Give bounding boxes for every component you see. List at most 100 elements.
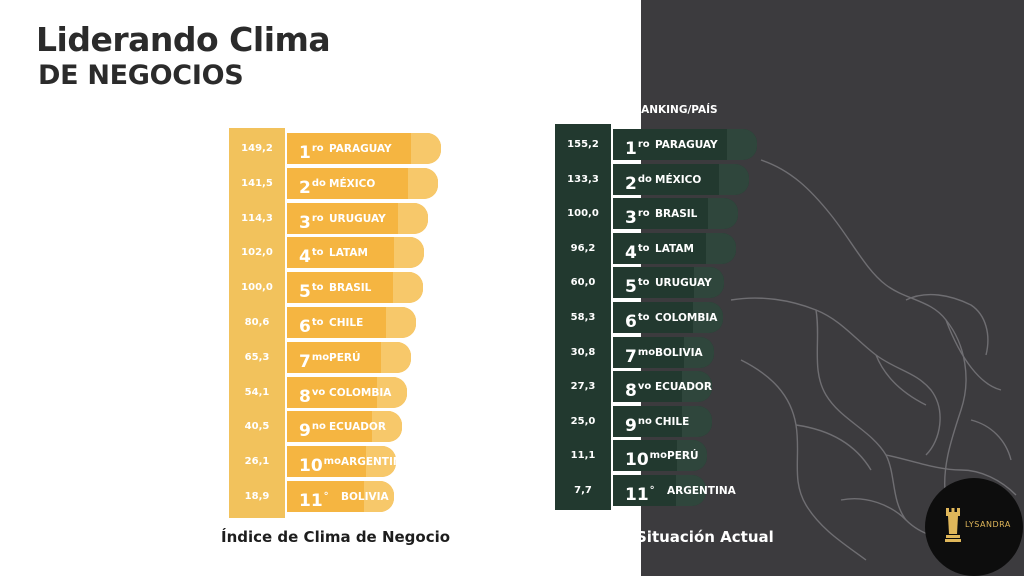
row-country: COLOMBIA — [329, 386, 392, 399]
rank-suffix: to — [637, 277, 650, 289]
rank-suffix: vo — [637, 381, 652, 393]
rank-number: 10 — [625, 450, 649, 471]
bar-highlight — [719, 163, 750, 195]
bar-highlight — [693, 267, 724, 299]
row-value: 27,3 — [570, 381, 596, 393]
rank-number: 7 — [299, 351, 311, 372]
row-value: 40,5 — [244, 421, 270, 433]
right-ranking-row: 25,0 9no CHILE — [555, 405, 815, 437]
row-rank: 6to — [625, 302, 650, 333]
row-value: 80,6 — [244, 317, 270, 328]
bar-highlight — [682, 371, 713, 403]
row-value: 133,3 — [567, 173, 599, 185]
rank-suffix: no — [637, 415, 652, 427]
row-country: BRASIL — [329, 282, 372, 295]
row-divider — [611, 302, 613, 333]
bar-highlight — [707, 198, 738, 230]
rank-number: 8 — [625, 381, 637, 402]
left-ranking-row: 18,9 11° BOLIVIA — [229, 481, 489, 512]
row-value: 100,0 — [241, 282, 273, 294]
page-subtitle: DE NEGOCIOS — [38, 60, 244, 91]
row-divider — [285, 307, 287, 338]
right-ranking-row: 155,2 1ro PARAGUAY — [555, 129, 815, 160]
page-title: Liderando Clima — [36, 20, 331, 59]
rank-suffix: ° — [323, 491, 329, 502]
rank-number: 8 — [299, 386, 311, 407]
row-value: 141,5 — [241, 177, 273, 189]
rank-number: 1 — [299, 143, 311, 163]
rank-suffix: to — [311, 317, 324, 328]
right-ranking-row: 30,8 7mo BOLIVIA — [555, 336, 815, 368]
rank-number: 2 — [299, 177, 311, 198]
rank-suffix: do — [637, 173, 652, 185]
rank-suffix: to — [637, 312, 650, 323]
row-country: COLOMBIA — [655, 312, 718, 324]
row-divider — [285, 481, 287, 512]
brand-name: LYSANDRA — [965, 520, 1011, 529]
rank-suffix: mo — [311, 351, 330, 363]
bar-highlight — [681, 405, 712, 437]
rank-number: 4 — [625, 242, 637, 263]
row-value: 58,3 — [570, 312, 596, 323]
row-value: 25,0 — [570, 415, 596, 427]
row-value: 7,7 — [574, 485, 592, 496]
row-value: 18,9 — [244, 491, 270, 502]
row-rank: 4to — [299, 237, 324, 268]
row-rank: 2do — [625, 164, 652, 195]
row-divider — [285, 376, 287, 408]
row-country: PERÚ — [667, 450, 699, 463]
row-divider — [611, 371, 613, 403]
rank-suffix: no — [311, 421, 326, 433]
row-rank: 6to — [299, 307, 324, 338]
row-rank: 9no — [625, 406, 652, 437]
left-ranking-row: 80,6 6to CHILE — [229, 307, 489, 338]
row-country: CHILE — [329, 317, 364, 329]
row-rank: 11° — [299, 481, 329, 512]
row-country: URUGUAY — [329, 212, 386, 225]
bar-highlight — [675, 475, 706, 506]
row-rank: 10mo — [299, 446, 341, 477]
right-ranking-row: 60,0 5to URUGUAY — [555, 267, 815, 299]
row-divider — [611, 336, 613, 368]
row-country: BOLIVIA — [341, 491, 389, 503]
row-country: BOLIVIA — [655, 346, 703, 359]
left-ranking-row: 54,1 8vo COLOMBIA — [229, 376, 489, 408]
rank-suffix: to — [311, 282, 324, 294]
row-divider — [611, 440, 613, 472]
row-divider — [285, 411, 287, 443]
rank-number: 2 — [625, 173, 637, 194]
row-divider — [285, 237, 287, 269]
row-divider — [285, 133, 287, 164]
bar-highlight — [393, 237, 424, 269]
bar-highlight — [706, 232, 737, 264]
rank-suffix: ro — [637, 139, 650, 150]
rank-number: 9 — [625, 415, 637, 436]
row-country: LATAM — [329, 247, 368, 260]
left-ranking-row: 100,0 5to BRASIL — [229, 272, 489, 304]
bar-highlight — [380, 341, 411, 373]
row-rank: 7mo — [625, 337, 655, 368]
rank-suffix: mo — [637, 346, 656, 358]
row-divider — [611, 198, 613, 230]
rank-suffix: do — [311, 177, 326, 189]
right-value-column — [555, 124, 611, 510]
row-value: 54,1 — [244, 386, 270, 398]
row-rank: 4to — [625, 233, 650, 264]
rank-number: 5 — [625, 277, 637, 298]
row-rank: 3ro — [299, 203, 324, 234]
row-rank: 2do — [299, 168, 326, 199]
row-value: 65,3 — [244, 351, 270, 363]
bar-highlight — [371, 411, 402, 443]
left-ranking-row: 149,2 1ro PARAGUAY — [229, 133, 489, 164]
row-value: 96,2 — [570, 242, 596, 254]
brand-logo: LYSANDRA — [925, 478, 1023, 576]
row-divider — [611, 163, 613, 195]
rank-number: 3 — [299, 212, 311, 233]
row-divider — [611, 267, 613, 299]
rank-number: 11 — [299, 491, 323, 511]
bar-highlight — [408, 167, 439, 199]
bar-highlight — [676, 440, 707, 472]
bar-highlight — [727, 129, 757, 160]
row-rank: 8vo — [625, 371, 651, 402]
